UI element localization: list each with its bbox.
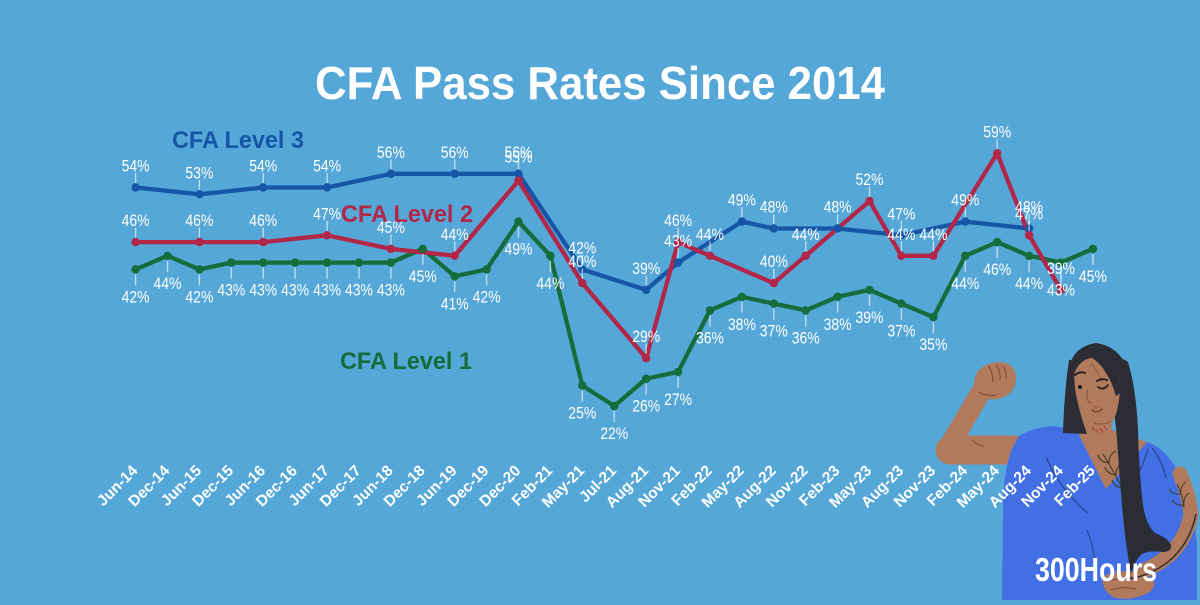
svg-text:CFA Pass Rates Since 2014: CFA Pass Rates Since 2014 <box>315 57 885 109</box>
svg-text:CFA Level 1: CFA Level 1 <box>340 348 472 375</box>
svg-text:27%: 27% <box>664 390 692 409</box>
svg-text:42%: 42% <box>473 287 501 306</box>
svg-text:42%: 42% <box>568 238 596 257</box>
svg-text:56%: 56% <box>441 143 469 162</box>
svg-text:44%: 44% <box>536 274 564 293</box>
svg-text:38%: 38% <box>728 315 756 334</box>
svg-text:44%: 44% <box>919 225 947 244</box>
svg-text:48%: 48% <box>760 198 788 217</box>
svg-text:36%: 36% <box>792 328 820 347</box>
svg-text:42%: 42% <box>185 287 213 306</box>
svg-text:54%: 54% <box>122 157 150 176</box>
svg-text:43%: 43% <box>1047 281 1075 300</box>
svg-text:46%: 46% <box>249 211 277 230</box>
svg-text:39%: 39% <box>632 259 660 278</box>
svg-text:43%: 43% <box>313 281 341 300</box>
svg-text:48%: 48% <box>1015 198 1043 217</box>
svg-text:56%: 56% <box>505 143 533 162</box>
svg-text:38%: 38% <box>824 315 852 334</box>
svg-text:49%: 49% <box>728 191 756 210</box>
svg-text:36%: 36% <box>696 328 724 347</box>
svg-text:300Hours: 300Hours <box>1035 551 1157 588</box>
svg-text:46%: 46% <box>983 260 1011 279</box>
svg-text:40%: 40% <box>568 252 596 271</box>
svg-text:43%: 43% <box>217 281 245 300</box>
svg-text:55%: 55% <box>505 148 533 167</box>
svg-text:52%: 52% <box>856 170 884 189</box>
svg-text:44%: 44% <box>441 225 469 244</box>
svg-text:46%: 46% <box>122 211 150 230</box>
svg-text:56%: 56% <box>377 143 405 162</box>
svg-text:43%: 43% <box>281 281 309 300</box>
svg-text:43%: 43% <box>249 281 277 300</box>
svg-text:44%: 44% <box>792 225 820 244</box>
svg-text:29%: 29% <box>632 327 660 346</box>
svg-text:54%: 54% <box>313 157 341 176</box>
svg-text:48%: 48% <box>824 198 852 217</box>
svg-text:44%: 44% <box>951 274 979 293</box>
svg-text:42%: 42% <box>122 287 150 306</box>
svg-text:49%: 49% <box>951 191 979 210</box>
svg-text:43%: 43% <box>664 232 692 251</box>
svg-text:45%: 45% <box>377 218 405 237</box>
svg-text:CFA Level 2: CFA Level 2 <box>341 201 473 228</box>
svg-text:37%: 37% <box>887 322 915 341</box>
svg-text:35%: 35% <box>919 335 947 354</box>
svg-text:41%: 41% <box>441 294 469 313</box>
svg-text:26%: 26% <box>632 397 660 416</box>
svg-text:CFA Level 3: CFA Level 3 <box>172 127 304 154</box>
svg-text:49%: 49% <box>505 240 533 259</box>
svg-text:39%: 39% <box>856 308 884 327</box>
svg-text:44%: 44% <box>154 274 182 293</box>
svg-text:44%: 44% <box>1015 274 1043 293</box>
svg-text:47%: 47% <box>887 204 915 223</box>
svg-text:46%: 46% <box>664 211 692 230</box>
svg-text:44%: 44% <box>696 225 724 244</box>
svg-text:43%: 43% <box>377 281 405 300</box>
svg-text:44%: 44% <box>887 225 915 244</box>
svg-text:25%: 25% <box>568 404 596 423</box>
svg-text:22%: 22% <box>600 424 628 443</box>
svg-text:37%: 37% <box>760 322 788 341</box>
svg-text:54%: 54% <box>249 157 277 176</box>
svg-text:59%: 59% <box>983 122 1011 141</box>
svg-text:53%: 53% <box>185 163 213 182</box>
svg-text:43%: 43% <box>345 281 373 300</box>
svg-text:46%: 46% <box>185 211 213 230</box>
svg-text:40%: 40% <box>760 252 788 271</box>
svg-text:45%: 45% <box>409 267 437 286</box>
svg-text:45%: 45% <box>1079 267 1107 286</box>
svg-text:47%: 47% <box>313 204 341 223</box>
svg-text:47%: 47% <box>1015 204 1043 223</box>
